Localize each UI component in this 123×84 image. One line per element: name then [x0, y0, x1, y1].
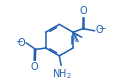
Text: C: C	[73, 35, 79, 44]
Text: NH$_2$: NH$_2$	[52, 67, 72, 81]
Text: O: O	[80, 6, 87, 16]
Text: −: −	[15, 36, 22, 45]
Text: O: O	[96, 25, 103, 35]
Text: −: −	[98, 23, 106, 32]
Text: O: O	[31, 62, 38, 72]
Text: O: O	[18, 38, 25, 48]
